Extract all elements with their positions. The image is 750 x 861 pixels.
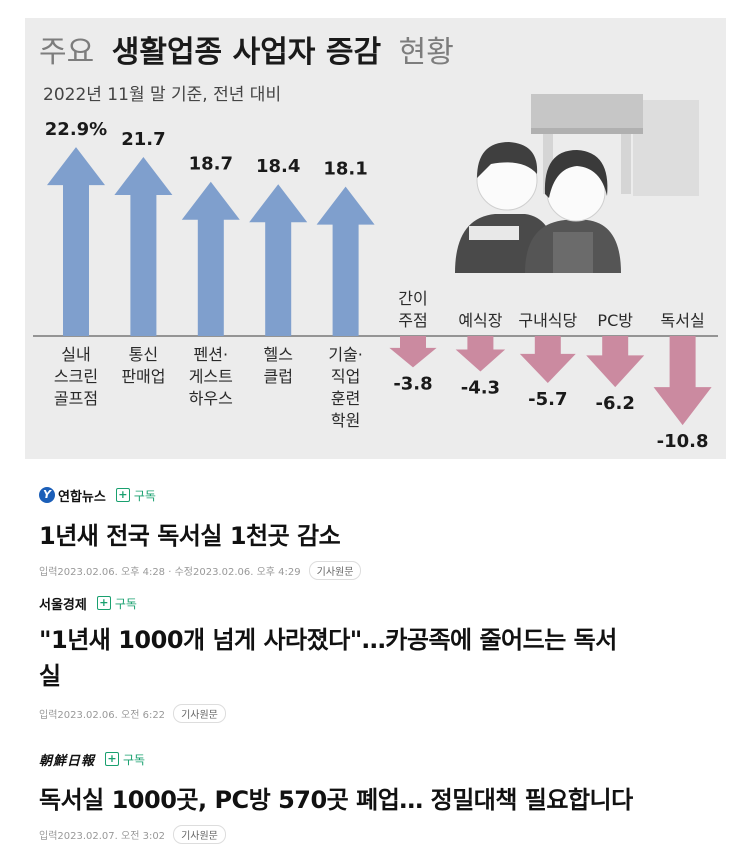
headline-line: 독서실 1000곳, PC방 570곳 폐업… 정밀대책 필요합니다 [39,786,633,814]
bar-arrow [519,336,576,384]
chart-subtitle: 2022년 11월 말 기준, 전년 대비 [43,85,281,105]
news-headline[interactable]: "1년새 1000개 넘게 사라졌다"…카공족에 줄어드는 독서 실 [39,622,719,694]
bars: 22.9% 실내 스크린 골프점 21.7 통신 판매업 18.7 펜션· 게스트 하우스 18.4 헬… [33,119,718,452]
category-label: 헬스 클럽 [263,345,292,386]
chart-title-prefix: 주요 [39,35,94,70]
category-label: 독서실 [661,311,705,330]
bar-value-label: 18.1 [323,159,367,180]
bar-value-label: -6.2 [596,393,635,414]
category-label: 통신 판매업 [121,345,165,386]
news-meta: 입력2023.02.06. 오전 6:22 기사원문 [39,704,226,723]
bar-value-label: 22.9% [45,119,107,140]
category-label: 예식장 [458,311,502,330]
category-label: 펜션· 게스트 하우스 [189,345,233,408]
subscribe-label: 구독 [133,488,156,503]
news-timestamp: 입력2023.02.06. 오전 6:22 [39,710,166,721]
bar-arrow [47,147,105,336]
chart-panel: 주요 생활업종 사업자 증감 현황 2022년 11월 말 기준, 전년 대비 … [25,18,726,459]
bar-arrow [249,184,308,336]
bar-arrow [586,336,645,388]
headline-line: 1년새 전국 독서실 1천곳 감소 [39,522,341,550]
bar-arrow [653,336,712,426]
original-article-button[interactable]: 기사원문 [173,704,226,723]
subscribe-button[interactable]: + 구독 [115,487,156,504]
subscribe-button[interactable]: + 구독 [96,595,137,612]
category-label: PC방 [597,311,633,330]
subscribe-button[interactable]: + 구독 [105,751,145,768]
yonhap-logo-icon: Y [39,487,55,503]
plus-icon: + [96,596,111,610]
bar-arrow [181,181,240,336]
bar-value-label: -4.3 [461,377,500,398]
news-meta: 입력2023.02.07. 오전 3:02 기사원문 [39,825,226,844]
original-article-button[interactable]: 기사원문 [308,561,362,580]
bar-arrow [114,156,173,336]
category-label: 구내식당 [518,311,577,330]
news-headline[interactable]: 독서실 1000곳, PC방 570곳 폐업… 정밀대책 필요합니다 [39,782,719,818]
plus-icon: + [105,752,120,766]
bar-value-label: -3.8 [393,373,432,394]
bar-arrow [389,336,437,368]
news-timestamp: 입력2023.02.07. 오전 3:02 [39,831,166,842]
shopkeepers-illustration [455,94,699,273]
news-source-row: 朝鮮日報 + 구독 [39,748,145,770]
category-label: 기술· 직업 훈련 학원 [328,345,363,430]
subscribe-label: 구독 [114,596,137,611]
plus-icon: + [115,488,130,502]
news-timestamp: 입력2023.02.06. 오후 4:28 · 수정2023.02.06. 오후… [39,567,301,578]
news-source-row: 서울경제 + 구독 [39,592,137,614]
subscribe-label: 구독 [123,752,146,767]
news-source-row: Y 연합뉴스 + 구독 [39,484,156,506]
bar-value-label: -10.8 [657,431,709,452]
headline-line: "1년새 1000개 넘게 사라졌다"…카공족에 줄어드는 독서 [39,626,617,654]
svg-text:주요 생활업종 사업자 증감 현황: 주요 생활업종 사업자 증감 현황 [39,35,454,70]
news-source-name[interactable]: 연합뉴스 [58,489,106,505]
bar-arrow [316,186,375,336]
chart-title: 생활업종 사업자 증감 [112,35,382,70]
news-meta: 입력2023.02.06. 오후 4:28 · 수정2023.02.06. 오후… [39,561,362,580]
category-label: 실내 스크린 골프점 [54,345,98,408]
news-headline[interactable]: 1년새 전국 독서실 1천곳 감소 [39,518,719,554]
news-source-name[interactable]: 서울경제 [39,597,87,613]
original-article-button[interactable]: 기사원문 [173,825,226,844]
bar-arrow [455,336,506,372]
bar-value-label: -5.7 [528,389,567,410]
news-source-name[interactable]: 朝鮮日報 [39,753,96,769]
bar-value-label: 21.7 [121,129,165,150]
headline-line: 실 [39,662,61,690]
chart-title-suffix: 현황 [399,35,454,70]
category-label: 간이 주점 [398,289,427,330]
bar-value-label: 18.4 [256,156,300,177]
bar-chart: 주요 생활업종 사업자 증감 현황 2022년 11월 말 기준, 전년 대비 … [33,35,718,452]
bar-value-label: 18.7 [189,154,233,175]
